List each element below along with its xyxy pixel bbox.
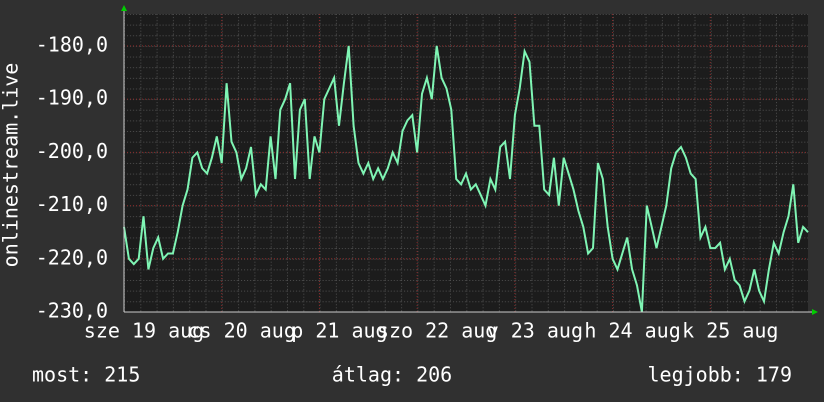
data-line	[123, 45, 809, 313]
y-arrow	[121, 5, 127, 11]
y-tick-label: -230,0	[36, 299, 108, 323]
x-arrow	[812, 309, 818, 315]
y-tick-label: -180,0	[36, 32, 108, 56]
y-tick-label: -190,0	[36, 86, 108, 110]
x-tick-label: cs 20 aug	[188, 319, 296, 343]
plot	[123, 45, 809, 313]
y-tick-label: -210,0	[36, 192, 108, 216]
x-tick-label: p 21 aug	[291, 319, 387, 343]
footer-best: legjobb: 179	[648, 363, 793, 387]
x-tick-label: szo 22 aug	[377, 319, 497, 343]
x-tick-label: sze 19 aug	[84, 319, 204, 343]
y-tick-label: -200,0	[36, 139, 108, 163]
footer-average: átlag: 206	[332, 363, 452, 387]
x-tick-label: h 24 aug	[584, 319, 680, 343]
x-tick-label: k 25 aug	[682, 319, 778, 343]
y-axis-label: onlinestream.live	[0, 63, 23, 268]
y-tick-label: -220,0	[36, 245, 108, 269]
minor-grid	[124, 14, 808, 312]
x-tick-label: v 23 aug	[487, 319, 583, 343]
footer-current: most: 215	[32, 363, 140, 387]
